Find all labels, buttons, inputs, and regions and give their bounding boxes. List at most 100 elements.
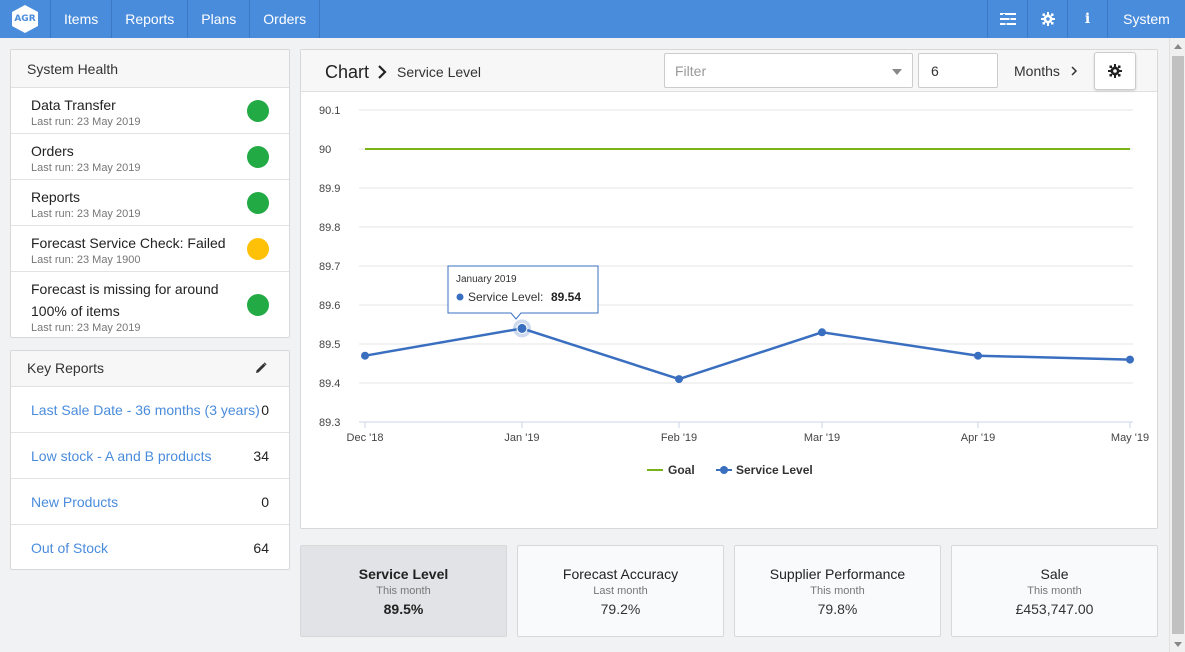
kpi-card-sale[interactable]: Sale This month £453,747.00 (951, 545, 1158, 637)
list-icon[interactable] (987, 0, 1027, 38)
system-health-panel: System Health Data Transfer Last run: 23… (10, 49, 290, 338)
y-tick-label: 90.1 (319, 105, 340, 117)
kpi-period: This month (376, 585, 431, 597)
months-button[interactable]: Months (1014, 63, 1078, 79)
key-reports-panel: Key Reports Last Sale Date - 36 months (… (10, 350, 290, 570)
filter-dropdown[interactable]: Filter (664, 53, 913, 88)
data-point[interactable] (974, 351, 982, 360)
status-dot-yellow (247, 237, 269, 260)
logo[interactable]: AGR (0, 0, 50, 38)
nav-orders[interactable]: Orders (249, 0, 321, 38)
tooltip-box (447, 265, 599, 320)
nav-items[interactable]: Items (50, 0, 111, 38)
data-point[interactable] (818, 328, 826, 337)
nav-reports[interactable]: Reports (111, 0, 187, 38)
x-tick-label: Jan '19 (504, 432, 539, 444)
kpi-value: 79.8% (817, 601, 858, 617)
gear-icon (1108, 64, 1122, 78)
scroll-down-arrow[interactable] (1174, 642, 1182, 647)
filter-placeholder: Filter (675, 63, 707, 79)
x-tick-label: Apr '19 (961, 432, 996, 444)
y-tick-label: 90 (319, 144, 331, 156)
system-health-title: System Health (11, 50, 289, 88)
y-tick-label: 89.9 (319, 183, 340, 195)
pencil-icon[interactable] (255, 362, 267, 377)
key-report-row: New Products 0 (11, 479, 289, 525)
months-input[interactable]: 6 (918, 53, 998, 88)
y-tick-label: 89.4 (319, 378, 340, 390)
health-item-name: Orders (31, 143, 74, 159)
key-report-link[interactable]: New Products (31, 493, 119, 510)
data-point[interactable] (1126, 355, 1134, 364)
chart-title[interactable]: Chart (325, 62, 370, 82)
health-item-last-run: Last run: 23 May 2019 (31, 116, 141, 128)
service-level-chart[interactable]: 90.1 90 89.9 89.8 89.7 89.6 89.5 89.4 89.3 Dec '1… (301, 93, 1157, 529)
tooltip-series-label: Service Level: (468, 290, 543, 304)
kpi-card-supplier-performance[interactable]: Supplier Performance This month 79.8% (734, 545, 941, 637)
x-tick-label: Feb '19 (661, 432, 697, 444)
chart-settings-button[interactable] (1094, 52, 1136, 90)
data-point[interactable] (361, 351, 369, 360)
key-reports-title: Key Reports (27, 360, 105, 376)
key-report-count: 64 (253, 540, 269, 556)
health-row: Forecast is missing for around 100% of i… (11, 272, 289, 338)
legend-service-level-label[interactable]: Service Level (736, 463, 813, 477)
info-icon[interactable]: i (1067, 0, 1107, 38)
health-item-last-run: Last run: 23 May 2019 (31, 322, 141, 334)
health-row: Orders Last run: 23 May 2019 (11, 134, 289, 180)
y-tick-label: 89.5 (319, 339, 340, 351)
nav-plans[interactable]: Plans (187, 0, 249, 38)
chart-panel: Chart Service Level Filter 6 Months 90.1… (300, 49, 1158, 529)
top-navbar: AGR Items Reports Plans Orders i System (0, 0, 1185, 38)
status-dot-green (247, 191, 269, 214)
key-report-link[interactable]: Low stock - A and B products (31, 447, 212, 464)
x-tick-label: Mar '19 (804, 432, 840, 444)
vertical-scrollbar[interactable] (1169, 38, 1185, 652)
y-tick-label: 89.7 (319, 261, 340, 273)
data-point[interactable] (516, 322, 528, 334)
months-label: Months (1014, 63, 1060, 79)
service-level-series-line (364, 327, 1131, 381)
scroll-up-arrow[interactable] (1174, 44, 1182, 49)
key-report-link[interactable]: Last Sale Date - 36 months (3 years) (31, 401, 260, 418)
legend-goal-label[interactable]: Goal (668, 463, 695, 477)
health-item-name: Data Transfer (31, 97, 116, 113)
legend-service-level-marker[interactable] (720, 466, 728, 474)
gear-icon[interactable] (1027, 0, 1067, 38)
kpi-title: Service Level (358, 566, 449, 582)
kpi-title: Sale (1040, 566, 1069, 582)
health-item-name: Forecast is missing for around 100% of i… (31, 281, 219, 319)
kpi-period: This month (810, 585, 865, 597)
kpi-value: 79.2% (600, 601, 641, 617)
status-dot-green (247, 294, 269, 316)
kpi-title: Supplier Performance (769, 566, 906, 582)
data-point[interactable] (675, 375, 683, 384)
kpi-title: Forecast Accuracy (562, 566, 679, 582)
logo-text: AGR (14, 14, 36, 24)
kpi-card-forecast-accuracy[interactable]: Forecast Accuracy Last month 79.2% (517, 545, 724, 637)
health-row: Data Transfer Last run: 23 May 2019 (11, 88, 289, 134)
kpi-card-service-level[interactable]: Service Level This month 89.5% (300, 545, 507, 637)
scrollbar-thumb[interactable] (1172, 56, 1184, 634)
key-report-count: 0 (261, 401, 269, 418)
tooltip-value: 89.54 (551, 290, 581, 304)
kpi-value: £453,747.00 (1015, 601, 1094, 617)
kpi-period: This month (1027, 585, 1082, 597)
kpi-value: 89.5% (383, 601, 424, 617)
nav-system[interactable]: System (1107, 0, 1185, 38)
logo-hexagon: AGR (12, 5, 38, 33)
health-item-last-run: Last run: 23 May 1900 (31, 254, 141, 266)
caret-down-icon (892, 69, 902, 75)
key-reports-header: Key Reports (11, 351, 289, 387)
x-tick-label: May '19 (1111, 432, 1149, 444)
y-tick-label: 89.8 (319, 222, 340, 234)
health-row: Forecast Service Check: Failed Last run:… (11, 226, 289, 272)
health-item-last-run: Last run: 23 May 2019 (31, 162, 141, 174)
key-report-link[interactable]: Out of Stock (31, 540, 109, 556)
health-item-name: Reports (31, 189, 81, 205)
health-item-last-run: Last run: 23 May 2019 (31, 208, 141, 220)
chevron-right-icon (377, 62, 387, 84)
key-report-count: 34 (253, 447, 269, 464)
y-tick-label: 89.6 (319, 300, 340, 312)
health-item-name: Forecast Service Check: Failed (31, 235, 226, 251)
